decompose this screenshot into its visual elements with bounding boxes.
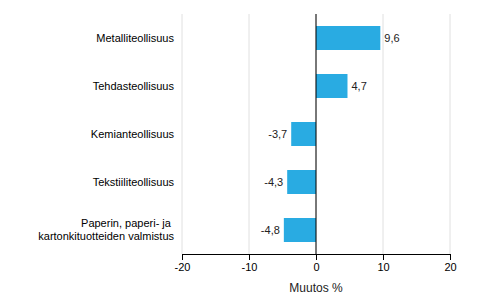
tick: -20	[175, 254, 191, 273]
tick-label: Metalliteollisuus	[96, 32, 174, 44]
tick: 10	[377, 254, 389, 273]
grid-line	[383, 14, 384, 254]
tick: Kemianteollisuus	[91, 128, 182, 140]
bar	[291, 122, 316, 146]
bar	[287, 170, 316, 194]
bar	[316, 74, 347, 98]
bars	[284, 26, 380, 242]
bar	[284, 218, 316, 242]
tick-label: -20	[175, 261, 191, 273]
tick-mark	[249, 254, 250, 260]
grid-line	[249, 14, 250, 254]
tick-label-line: kartonkituotteiden valmistus	[38, 230, 174, 242]
tick-label: Tehdasteollisuus	[93, 80, 175, 92]
tick-label: -10	[242, 261, 258, 273]
data-label: 9,6	[384, 32, 399, 44]
data-label: -4,3	[264, 176, 283, 188]
category-axis: Paperin, paperi- ja kartonkituotteiden v…	[38, 32, 182, 242]
zero-line	[316, 14, 317, 254]
tick-label-line: Paperin, paperi- ja	[81, 217, 174, 229]
grid-line	[316, 14, 317, 254]
chart-container: -20 -10 0 10 20 Paperin, paperi- ja kartonkit…	[0, 0, 484, 300]
tick-mark	[383, 254, 384, 260]
value-axis: -20 -10 0 10 20	[175, 254, 457, 273]
tick: Tekstiiliteollisuus	[93, 176, 182, 188]
data-label: -3,7	[268, 128, 287, 140]
grid	[182, 14, 450, 254]
tick-label: 10	[377, 261, 389, 273]
data-labels: -4,8 -4,3 -3,7 4,7 9,6	[261, 32, 400, 236]
tick: Metalliteollisuus	[96, 32, 182, 44]
tick-label: Paperin, paperi- ja kartonkituotteiden v…	[38, 217, 174, 241]
tick-mark	[450, 254, 451, 260]
axis-line	[183, 255, 451, 261]
tick-label: 0	[313, 261, 319, 273]
tick: Tehdasteollisuus	[93, 80, 182, 92]
tick-label-line: Kemianteollisuus	[91, 128, 175, 140]
tick-label-line: Metalliteollisuus	[96, 32, 174, 44]
axis-title: Muutos %	[289, 281, 343, 295]
grid-line	[182, 14, 183, 254]
tick: 0	[313, 254, 319, 273]
tick: -10	[242, 254, 258, 273]
data-label: 4,7	[351, 80, 366, 92]
tick-label: Tekstiiliteollisuus	[93, 176, 175, 188]
grid-line	[450, 14, 451, 254]
tick-label: Kemianteollisuus	[91, 128, 175, 140]
tick: Paperin, paperi- ja kartonkituotteiden v…	[38, 217, 182, 241]
tick-mark	[182, 254, 183, 260]
chart: -20 -10 0 10 20 Paperin, paperi- ja kartonkit…	[0, 0, 484, 300]
plot: -20 -10 0 10 20 Paperin, paperi- ja kartonkit…	[38, 14, 456, 295]
data-label: -4,8	[261, 224, 280, 236]
tick-label: 20	[444, 261, 456, 273]
tick: 20	[444, 254, 456, 273]
bar	[316, 26, 380, 50]
tick-mark	[316, 254, 317, 260]
tick-label-line: Tehdasteollisuus	[93, 80, 175, 92]
tick-label-line: Tekstiiliteollisuus	[93, 176, 175, 188]
